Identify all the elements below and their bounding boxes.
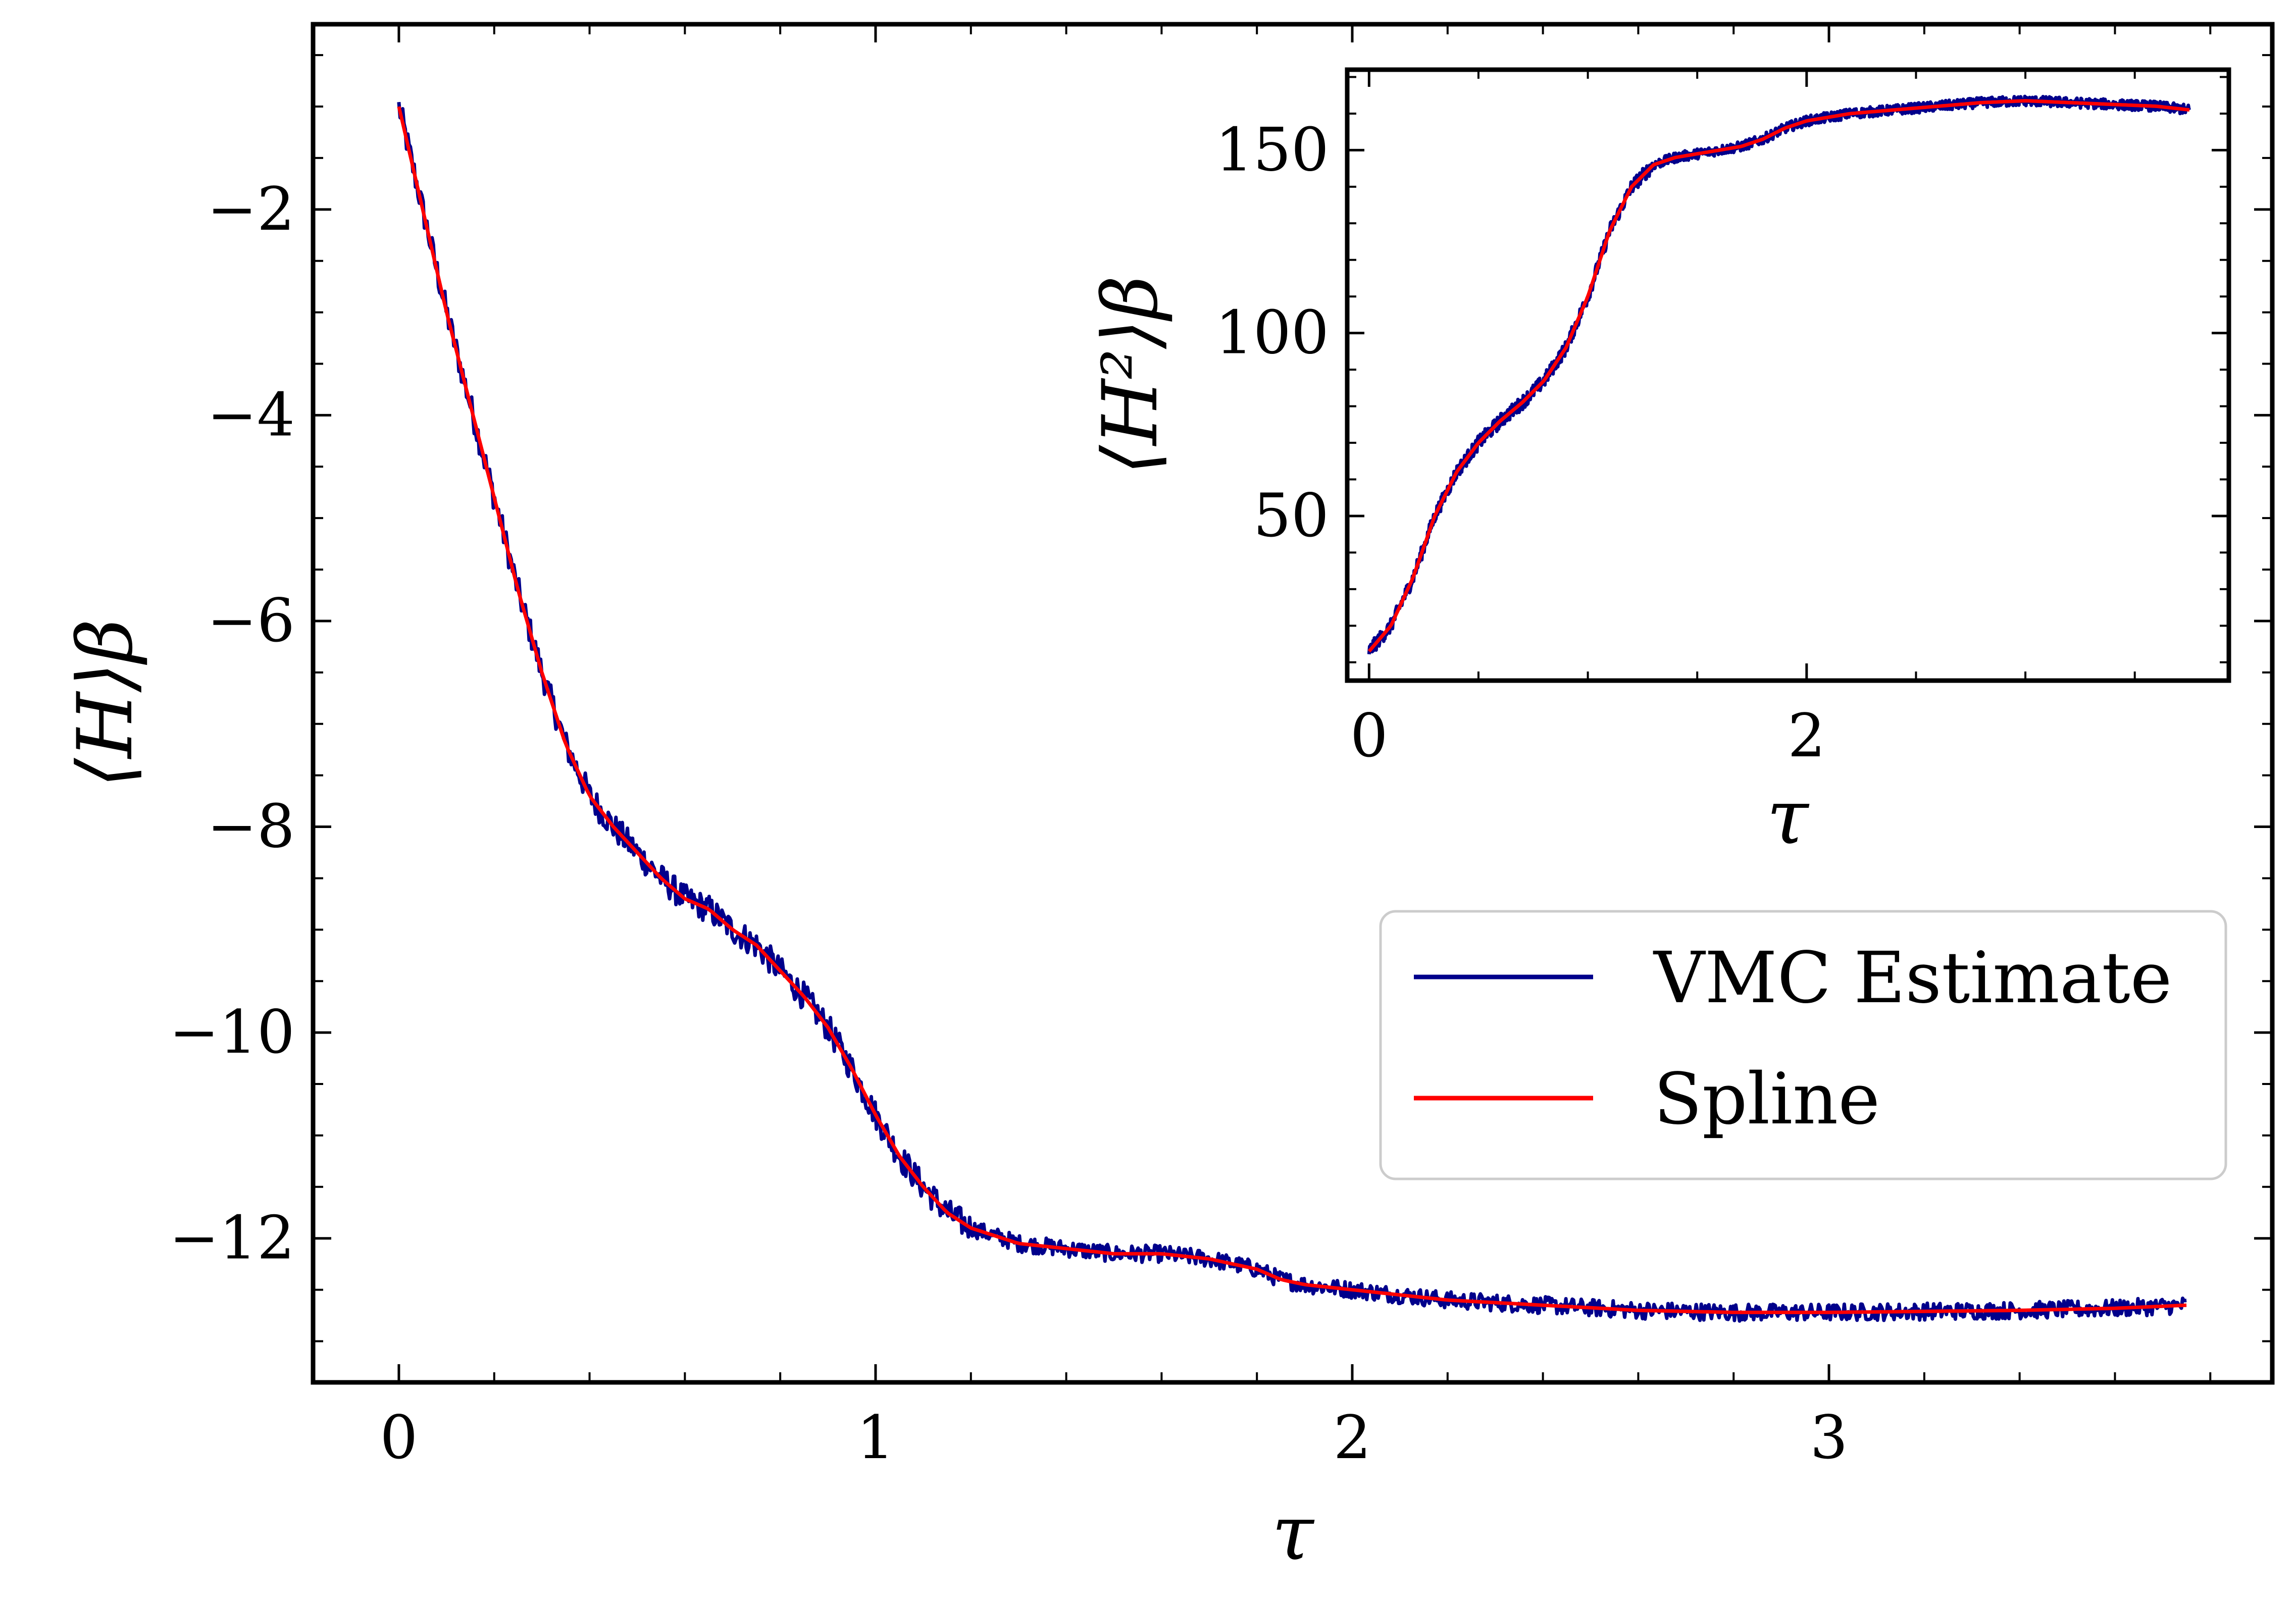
main-series-spline: [397, 106, 2187, 1314]
inset-y-tick-label: 100: [1215, 298, 1329, 368]
inset-y-axis-label: ⟨H²⟩β: [1087, 276, 1175, 475]
main-y-tick-label: −12: [169, 1203, 295, 1273]
legend: VMC Estimate Spline: [1379, 910, 2227, 1180]
main-series: [397, 101, 2187, 1323]
inset-x-tick-label: 0: [1350, 701, 1388, 770]
main-axes-frame: [311, 22, 2275, 1385]
main-x-tick-label: 3: [1810, 1403, 1848, 1472]
main-y-tick-label: −10: [169, 997, 295, 1067]
inset-series-spline: [1367, 99, 2190, 653]
inset-x-tick-label: 2: [1788, 701, 1825, 770]
main-x-tick-label: 0: [380, 1403, 418, 1472]
main-x-tick-label: 2: [1333, 1403, 1371, 1472]
inset-background: [1347, 70, 2229, 681]
inset-axes-frame: [1345, 67, 2231, 683]
inset-y-tick-label: 50: [1253, 481, 1329, 550]
main-y-tick-label: −4: [207, 380, 295, 449]
inset-series: [1367, 94, 2191, 655]
legend-label-vmc: VMC Estimate: [1653, 937, 2172, 1019]
legend-label-spline: Spline: [1654, 1058, 1880, 1141]
inset-plot: 0 2 50 100 150 τ ⟨H²⟩β: [1087, 67, 2231, 861]
main-y-axis-label: ⟨H⟩β: [62, 619, 149, 788]
main-y-tick-label: −8: [207, 792, 295, 861]
main-y-tick-label: −6: [207, 586, 295, 655]
main-tick-labels: 0 1 2 3 −12 −10 −8 −6 −4 −2: [169, 174, 1848, 1472]
main-series-vmc-estimate: [397, 101, 2187, 1323]
inset-tick-labels: 0 2 50 100 150: [1215, 115, 1826, 770]
main-x-axis-label: τ: [1272, 1489, 1315, 1577]
inset-x-axis-label: τ: [1767, 773, 1810, 861]
main-x-tick-label: 1: [856, 1403, 894, 1472]
main-y-tick-label: −2: [207, 174, 295, 244]
main-plot: 0 1 2 3 −12 −10 −8 −6 −4 −2 τ ⟨H⟩β: [62, 22, 2275, 1577]
inset-y-tick-label: 150: [1215, 115, 1329, 184]
